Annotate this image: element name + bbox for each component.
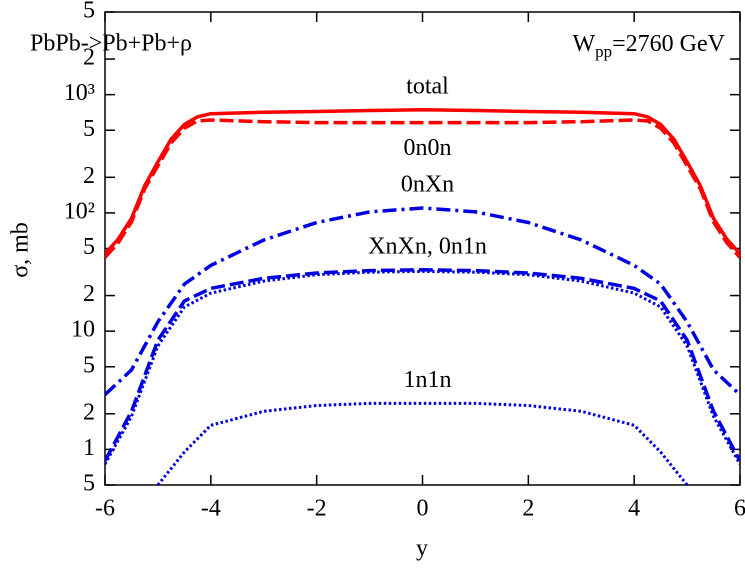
- y-tick-label: 2: [83, 45, 95, 71]
- x-tick-label: 2: [522, 496, 534, 522]
- y-tick-label: 10²: [64, 198, 95, 224]
- line: [105, 118, 740, 259]
- line: [105, 108, 740, 256]
- y-axis-label: σ, mb: [8, 222, 34, 278]
- y-tick-label: 2: [83, 399, 95, 425]
- plot-frame: [104, 11, 741, 486]
- x-tick-label: -4: [201, 496, 221, 522]
- line: [105, 268, 740, 462]
- y-tick-label: 2: [83, 281, 95, 307]
- x-axis-label: y: [416, 536, 428, 562]
- x-tick-label: -6: [95, 496, 115, 522]
- x-tick-label: 4: [628, 496, 640, 522]
- series-label: 0nXn: [401, 172, 454, 198]
- annotation: Wpp=2760 GeV: [572, 31, 725, 61]
- y-tick-label: 5: [83, 471, 95, 497]
- annotation-part: =2760 GeV: [612, 31, 726, 57]
- series-label: 1n1n: [404, 367, 452, 393]
- series-label: total: [406, 73, 449, 99]
- y-tick-label: 5: [83, 0, 95, 24]
- x-tick-label: -2: [307, 496, 327, 522]
- line: [105, 269, 740, 465]
- line: [105, 206, 740, 396]
- annotation-part: pp: [595, 42, 612, 61]
- y-tick-label: 1: [83, 435, 95, 461]
- y-tick-label: 2: [83, 163, 95, 189]
- series-label: XnXn, 0n1n: [368, 233, 487, 259]
- y-tick-label: 10: [71, 317, 95, 343]
- x-tick-label: 6: [734, 496, 745, 522]
- annotation: PbPb->Pb+Pb+ρ: [30, 31, 192, 57]
- line: [156, 401, 689, 485]
- series-label: 0n0n: [404, 135, 452, 161]
- annotation-part: W: [572, 31, 595, 57]
- y-tick-label: 10³: [64, 80, 95, 106]
- x-tick-label: 0: [417, 496, 429, 522]
- y-tick-label: 5: [83, 116, 95, 142]
- y-tick-label: 5: [83, 352, 95, 378]
- y-tick-label: 5: [83, 234, 95, 260]
